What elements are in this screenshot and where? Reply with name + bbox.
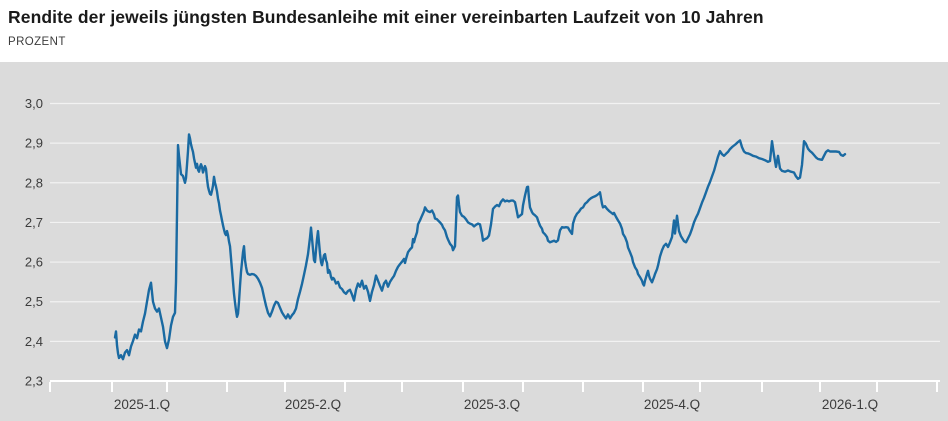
x-tick-label: 2026-1.Q [822,397,878,412]
chart-unit-label: PROZENT [8,35,66,48]
x-tick-label: 2025-2.Q [285,397,341,412]
chart-title: Rendite der jeweils jüngsten Bundesanlei… [8,7,764,27]
chart-area: 3,0 2,9 2,8 2,7 2,6 2,5 2,4 2,3 2025-1.Q 2025-2.Q… [0,62,948,421]
y-tick-label: 2,5 [25,294,43,309]
chart-header: Rendite der jeweils jüngsten Bundesanlei… [0,0,948,62]
y-tick-label: 2,6 [25,255,43,270]
y-tick-label: 2,4 [25,334,43,349]
yield-line-series [113,133,847,361]
line-chart-canvas: 3,0 2,9 2,8 2,7 2,6 2,5 2,4 2,3 2025-1.Q 2025-2.Q… [25,96,940,412]
x-tick-label: 2025-4.Q [644,397,700,412]
x-tick-label: 2025-1.Q [114,397,170,412]
y-tick-label: 2,9 [25,136,43,151]
y-tick-label: 3,0 [25,96,43,111]
x-tick-label: 2025-3.Q [464,397,520,412]
y-tick-label: 2,7 [25,215,43,230]
y-tick-label: 2,3 [25,374,43,389]
y-tick-label: 2,8 [25,175,43,190]
